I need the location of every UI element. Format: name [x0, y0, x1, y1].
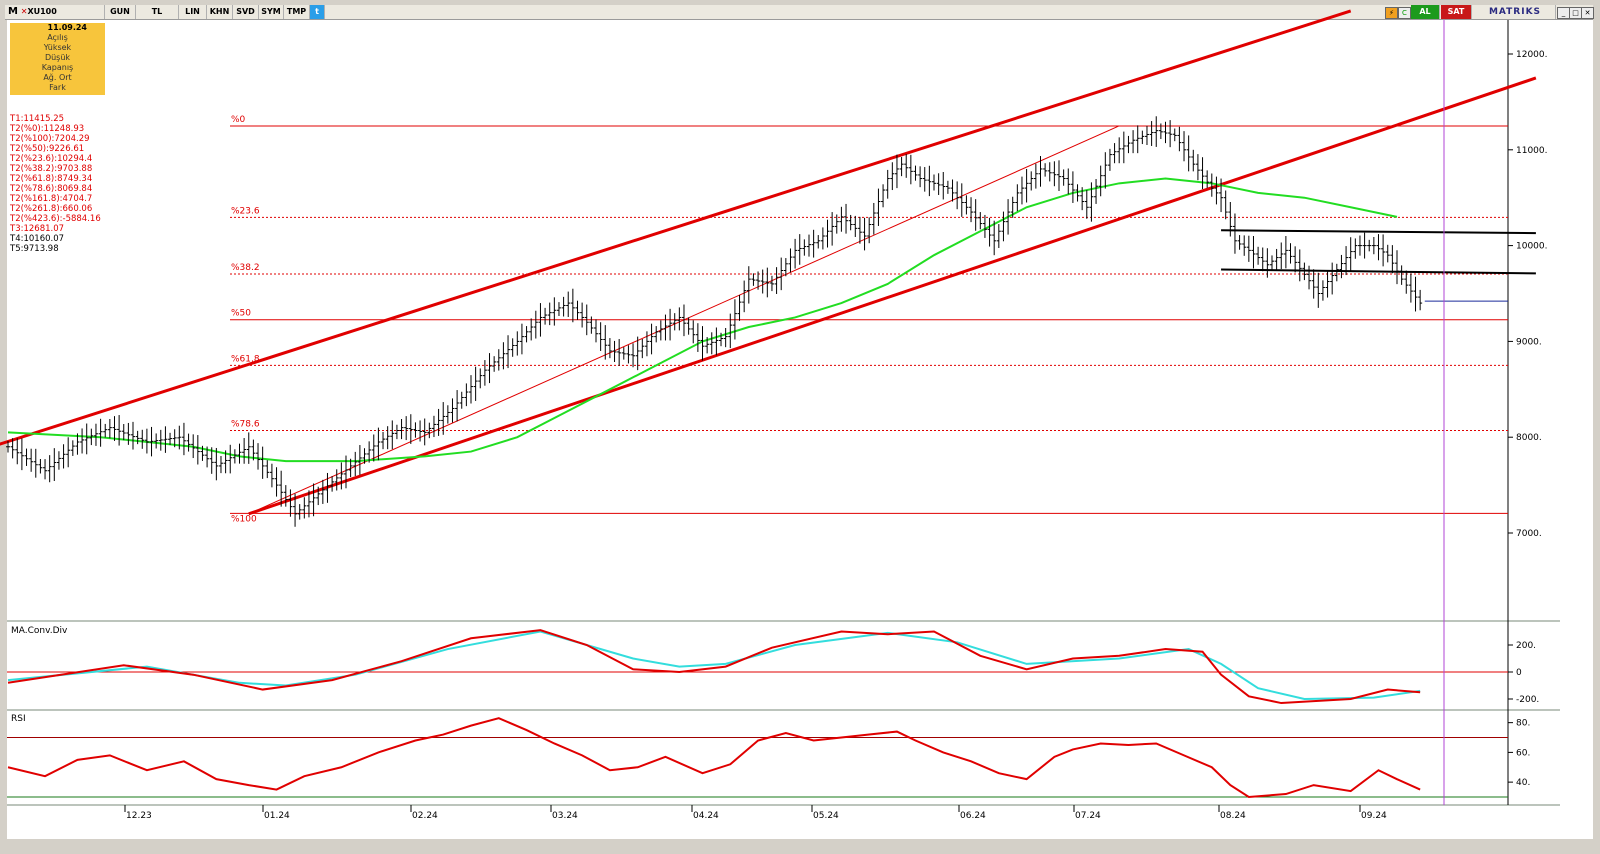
- fib-level-label: %78.6: [231, 420, 260, 430]
- price-ytick-label: 12000.: [1516, 50, 1548, 60]
- range-lower-line: [1221, 268, 1536, 275]
- fib-level-label: %61.8: [231, 354, 260, 364]
- macd-ytick-label: -200.: [1516, 695, 1539, 705]
- fib-t2-261-8: T2(%261.8):660.06: [10, 204, 93, 214]
- fib-t2-61-8: T2(%61.8):8749.34: [10, 174, 93, 184]
- plot-area[interactable]: [7, 20, 1593, 839]
- rsi-line: [7, 717, 1421, 799]
- rsi-title: RSI: [11, 714, 26, 724]
- xtick-label: 04.24: [693, 811, 719, 821]
- sym-button[interactable]: SYM: [259, 5, 284, 19]
- price-ytick-label: 8000.: [1516, 433, 1542, 443]
- xtick-label: 03.24: [552, 811, 578, 821]
- xtick-label: 01.24: [264, 811, 290, 821]
- fib-level-label: %100: [231, 514, 257, 524]
- symbol-label: XU100: [27, 7, 57, 16]
- fib-t1: T1:11415.25: [10, 114, 65, 124]
- xtick-label: 12.23: [126, 811, 152, 821]
- macd-ytick-label: 0: [1516, 668, 1522, 678]
- price-ytick-label: 10000.: [1516, 242, 1548, 252]
- fib-t2-161-8: T2(%161.8):4704.7: [10, 194, 93, 204]
- xtick-label: 08.24: [1220, 811, 1246, 821]
- rsi-ytick-label: 80.: [1516, 719, 1530, 729]
- price-ytick-label: 9000.: [1516, 337, 1542, 347]
- fib-t2-38-2: T2(%38.2):9703.88: [10, 164, 93, 174]
- ma-line: [7, 177, 1398, 463]
- macd-ytick-label: 200.: [1516, 641, 1536, 651]
- ohlc-info-box: 11.09.24 Açılış Yüksek Düşük Kapanış Ağ.…: [10, 23, 105, 95]
- fib-level-label: %0: [231, 115, 246, 125]
- currency-button[interactable]: TL: [136, 5, 179, 19]
- period-button[interactable]: GUN: [105, 5, 136, 19]
- xtick-label: 09.24: [1361, 811, 1387, 821]
- signal-line: [7, 630, 1421, 701]
- tmp-button[interactable]: TMP: [284, 5, 310, 19]
- fib-t2-0: T2(%0):11248.93: [10, 124, 85, 134]
- fib-t2-50: T2(%50):9226.61: [10, 144, 85, 154]
- macd-line: [7, 629, 1421, 705]
- macd-title: MA.Conv.Div: [11, 626, 68, 636]
- fib-level-label: %50: [231, 309, 251, 319]
- brand-label: MATRIKS: [1475, 5, 1556, 19]
- close-icon[interactable]: ✕: [1581, 7, 1594, 19]
- khn-button[interactable]: KHN: [207, 5, 233, 19]
- fib-t3: T3:12681.07: [10, 224, 65, 234]
- channel-upper-line: [0, 9, 1352, 446]
- sell-button[interactable]: SAT: [1441, 5, 1472, 19]
- scale-button[interactable]: LIN: [179, 5, 207, 19]
- info-wavg-label: Ağ. Ort: [43, 73, 72, 82]
- info-date: 11.09.24: [47, 23, 87, 32]
- refresh-icon[interactable]: C: [1398, 7, 1411, 19]
- price-ytick-label: 11000.: [1516, 146, 1548, 156]
- chart-toolbar: M ✕XU100 GUN TL LIN KHN SVD SYM TMP t ⚡ …: [5, 5, 1594, 20]
- svd-button[interactable]: SVD: [233, 5, 259, 19]
- fib-level-label: %38.2: [231, 263, 260, 273]
- xtick-label: 05.24: [813, 811, 839, 821]
- rsi-ytick-label: 40.: [1516, 778, 1530, 788]
- twitter-icon[interactable]: t: [310, 5, 325, 19]
- symbol-prefix: M: [8, 6, 18, 17]
- price-ytick-label: 7000.: [1516, 529, 1542, 539]
- xtick-label: 02.24: [412, 811, 438, 821]
- buy-button[interactable]: AL: [1411, 5, 1440, 19]
- info-close-label: Kapanış: [41, 63, 74, 72]
- xtick-label: 06.24: [960, 811, 986, 821]
- fib-t2-23-6: T2(%23.6):10294.4: [10, 154, 93, 164]
- fib-t5: T5:9713.98: [10, 244, 59, 254]
- channel-lower-line: [248, 76, 1537, 516]
- close-symbol-icon[interactable]: ✕: [20, 7, 28, 16]
- maximize-icon[interactable]: □: [1569, 7, 1582, 19]
- range-upper-line: [1221, 229, 1536, 235]
- fibonacci-values-list: T1:11415.25 T2(%0):11248.93 T2(%100):720…: [10, 114, 101, 254]
- info-low-label: Düşük: [44, 53, 71, 62]
- info-open-label: Açılış: [47, 33, 68, 42]
- fib-t2-100: T2(%100):7204.29: [10, 134, 90, 144]
- bolt-icon[interactable]: ⚡: [1385, 7, 1398, 19]
- xtick-label: 07.24: [1075, 811, 1101, 821]
- fib-level-label: %23.6: [231, 206, 260, 216]
- fib-t2-423-6: T2(%423.6):-5884.16: [10, 214, 101, 224]
- fib-t2-78-6: T2(%78.6):8069.84: [10, 184, 93, 194]
- rsi-ytick-label: 60.: [1516, 748, 1530, 758]
- info-diff-label: Fark: [49, 83, 66, 92]
- info-high-label: Yüksek: [43, 43, 72, 52]
- fib-t4: T4:10160.07: [10, 234, 65, 244]
- symbol-box[interactable]: M ✕XU100: [5, 5, 105, 19]
